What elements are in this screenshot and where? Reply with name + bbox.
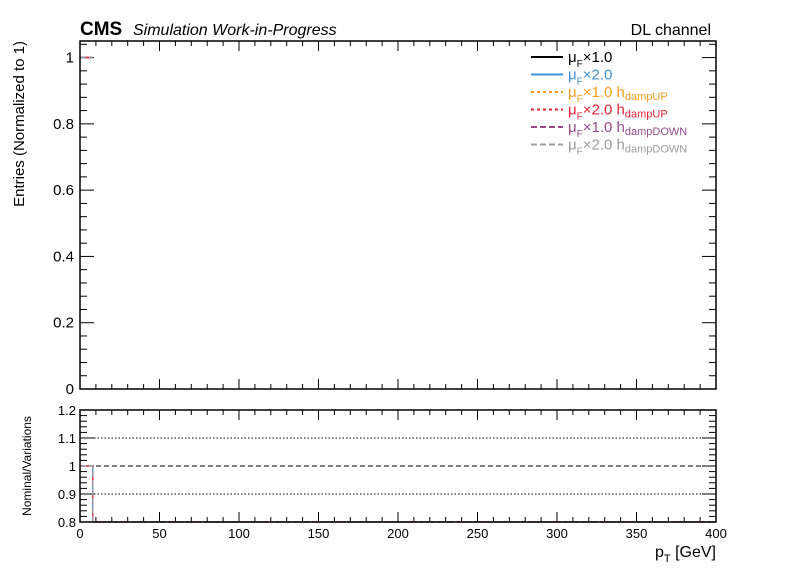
legend-entry-label: μF×1.0 hdampDOWN bbox=[568, 119, 687, 140]
ratio-plot-panel: 0 50 100 150 200 250 300 350 400 0.8 0.9 1 1.1 1.2 No… bbox=[20, 403, 727, 565]
channel-label: DL channel bbox=[631, 22, 711, 39]
ratio-y-tick-label: 1.1 bbox=[58, 431, 76, 446]
main-plot-panel: 0 0.2 0.4 0.6 0.8 1 Entries (Normalized to 1)… bbox=[11, 40, 717, 398]
legend-entry-label: μF×1.0 hdampUP bbox=[568, 84, 668, 105]
ratio-x-tick-label: 100 bbox=[228, 526, 250, 541]
ratio-x-tick-label: 150 bbox=[308, 526, 330, 541]
x-axis-label-sub: T bbox=[664, 553, 671, 565]
main-y-tick-label: 0 bbox=[66, 381, 74, 398]
experiment-label: CMS bbox=[80, 19, 122, 40]
ratio-x-tick-label: 50 bbox=[152, 526, 166, 541]
main-y-tick-label: 0.8 bbox=[53, 116, 74, 133]
ratio-reference-lines bbox=[80, 437, 716, 495]
ratio-tick-labels: 0 50 100 150 200 250 300 350 400 0.8 0.9 1 1.1 1.2 bbox=[58, 403, 727, 541]
ratio-x-tick-label: 250 bbox=[467, 526, 489, 541]
ratio-y-tick-label: 1 bbox=[69, 459, 76, 474]
main-y-tick-label: 1 bbox=[66, 50, 74, 67]
ratio-x-tick-label: 0 bbox=[76, 526, 83, 541]
ratio-y-axis-label: Nominal/Variations bbox=[20, 416, 34, 516]
ratio-y-tick-label: 0.8 bbox=[58, 515, 76, 530]
ratio-x-tick-label: 200 bbox=[387, 526, 409, 541]
legend-entry-label: μF×2.0 hdampUP bbox=[568, 102, 668, 123]
status-label: Simulation Work-in-Progress bbox=[133, 22, 337, 39]
main-tick-labels: 0 0.2 0.4 0.6 0.8 1 bbox=[53, 50, 74, 398]
legend-entry-label: μF×1.0 bbox=[568, 49, 612, 70]
main-frame bbox=[79, 40, 717, 390]
main-y-tick-label: 0.6 bbox=[53, 182, 74, 199]
x-axis-label-main: p bbox=[655, 544, 664, 561]
ratio-x-tick-label: 300 bbox=[546, 526, 568, 541]
ratio-y-tick-label: 1.2 bbox=[58, 403, 76, 418]
main-y-axis-label: Entries (Normalized to 1) bbox=[11, 41, 28, 207]
ratio-frame bbox=[79, 409, 717, 523]
legend-entry-label: μF×2.0 hdampDOWN bbox=[568, 137, 687, 158]
ratio-x-tick-label: 350 bbox=[626, 526, 648, 541]
x-axis-label: pT [GeV] bbox=[655, 544, 716, 565]
x-axis-label-unit: [GeV] bbox=[671, 544, 716, 561]
main-y-tick-label: 0.2 bbox=[53, 315, 74, 332]
legend-entry-label: μF×2.0 bbox=[568, 67, 612, 88]
ratio-x-tick-label: 400 bbox=[705, 526, 727, 541]
ratio-y-tick-label: 0.9 bbox=[58, 487, 76, 502]
main-y-tick-label: 0.4 bbox=[53, 248, 74, 265]
